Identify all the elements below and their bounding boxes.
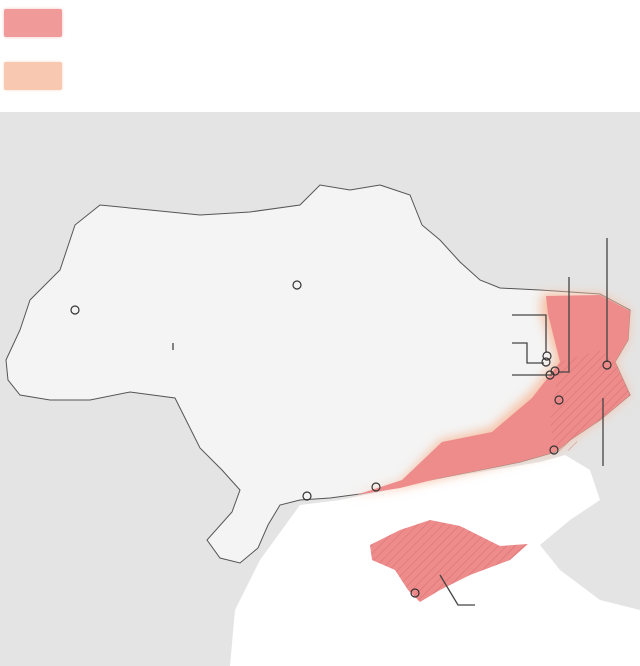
- city-marker[interactable]: [602, 360, 612, 370]
- city-marker[interactable]: [410, 588, 420, 598]
- city-marker[interactable]: [549, 445, 559, 455]
- legend-swatch-occupied: [4, 9, 62, 37]
- hatched-area-crimea: [370, 520, 528, 602]
- map[interactable]: [0, 112, 640, 666]
- city-marker[interactable]: [545, 370, 555, 380]
- city-markers: [70, 280, 612, 598]
- city-marker[interactable]: [541, 357, 551, 367]
- city-marker[interactable]: [70, 305, 80, 315]
- legend-swatch-contested: [4, 62, 62, 90]
- hatched-area-donbas: [550, 350, 630, 452]
- legend: [0, 0, 640, 112]
- city-marker[interactable]: [542, 351, 552, 361]
- city-marker[interactable]: [292, 280, 302, 290]
- city-marker[interactable]: [554, 395, 564, 405]
- city-marker[interactable]: [371, 482, 381, 492]
- leader-lines: [172, 238, 608, 606]
- city-marker[interactable]: [302, 491, 312, 501]
